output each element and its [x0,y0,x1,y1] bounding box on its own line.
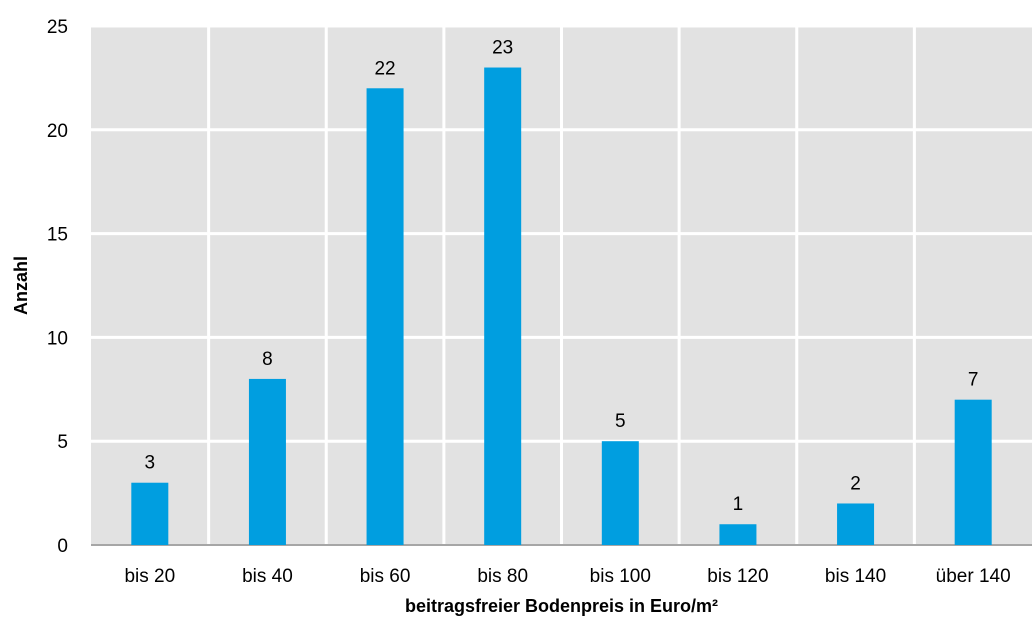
data-labels: 3 8 22 23 5 1 2 7 [145,38,979,516]
x-axis-title: beitragsfreier Bodenpreis in Euro/m² [405,596,718,616]
data-label: 5 [615,411,626,432]
y-tick-label: 25 [47,17,68,38]
x-tick-label: bis 140 [825,566,886,587]
x-tick-label: bis 120 [707,566,768,587]
y-axis-tick-labels: 0 5 10 15 20 25 [47,17,68,557]
y-axis-title: Anzahl [11,256,31,315]
data-label: 23 [492,38,513,59]
x-axis-tick-labels: bis 20 bis 40 bis 60 bis 80 bis 100 bis 120 bi… [124,566,1010,587]
data-label: 8 [262,349,273,370]
y-tick-label: 20 [47,121,68,142]
x-tick-label: bis 20 [124,566,175,587]
x-tick-label: bis 40 [242,566,293,587]
y-tick-label: 5 [57,432,68,453]
vertical-gridlines [207,26,916,545]
y-tick-label: 0 [57,536,68,557]
data-label: 1 [733,494,744,515]
data-label: 2 [850,473,861,494]
x-tick-label: bis 100 [590,566,651,587]
horizontal-gridlines [91,24,1032,443]
x-tick-label: über 140 [936,566,1011,587]
x-tick-label: bis 80 [477,566,528,587]
bar [131,482,169,545]
bar [484,67,522,546]
bars [131,67,992,546]
bar [837,503,875,545]
y-tick-label: 15 [47,225,68,246]
bar [954,399,992,545]
bar [719,524,757,545]
data-label: 22 [374,58,395,79]
y-tick-label: 10 [47,328,68,349]
bar [248,378,286,545]
data-label: 3 [145,453,156,474]
x-tick-label: bis 60 [360,566,411,587]
bar [601,441,639,545]
data-label: 7 [968,370,979,391]
bar [366,88,404,545]
